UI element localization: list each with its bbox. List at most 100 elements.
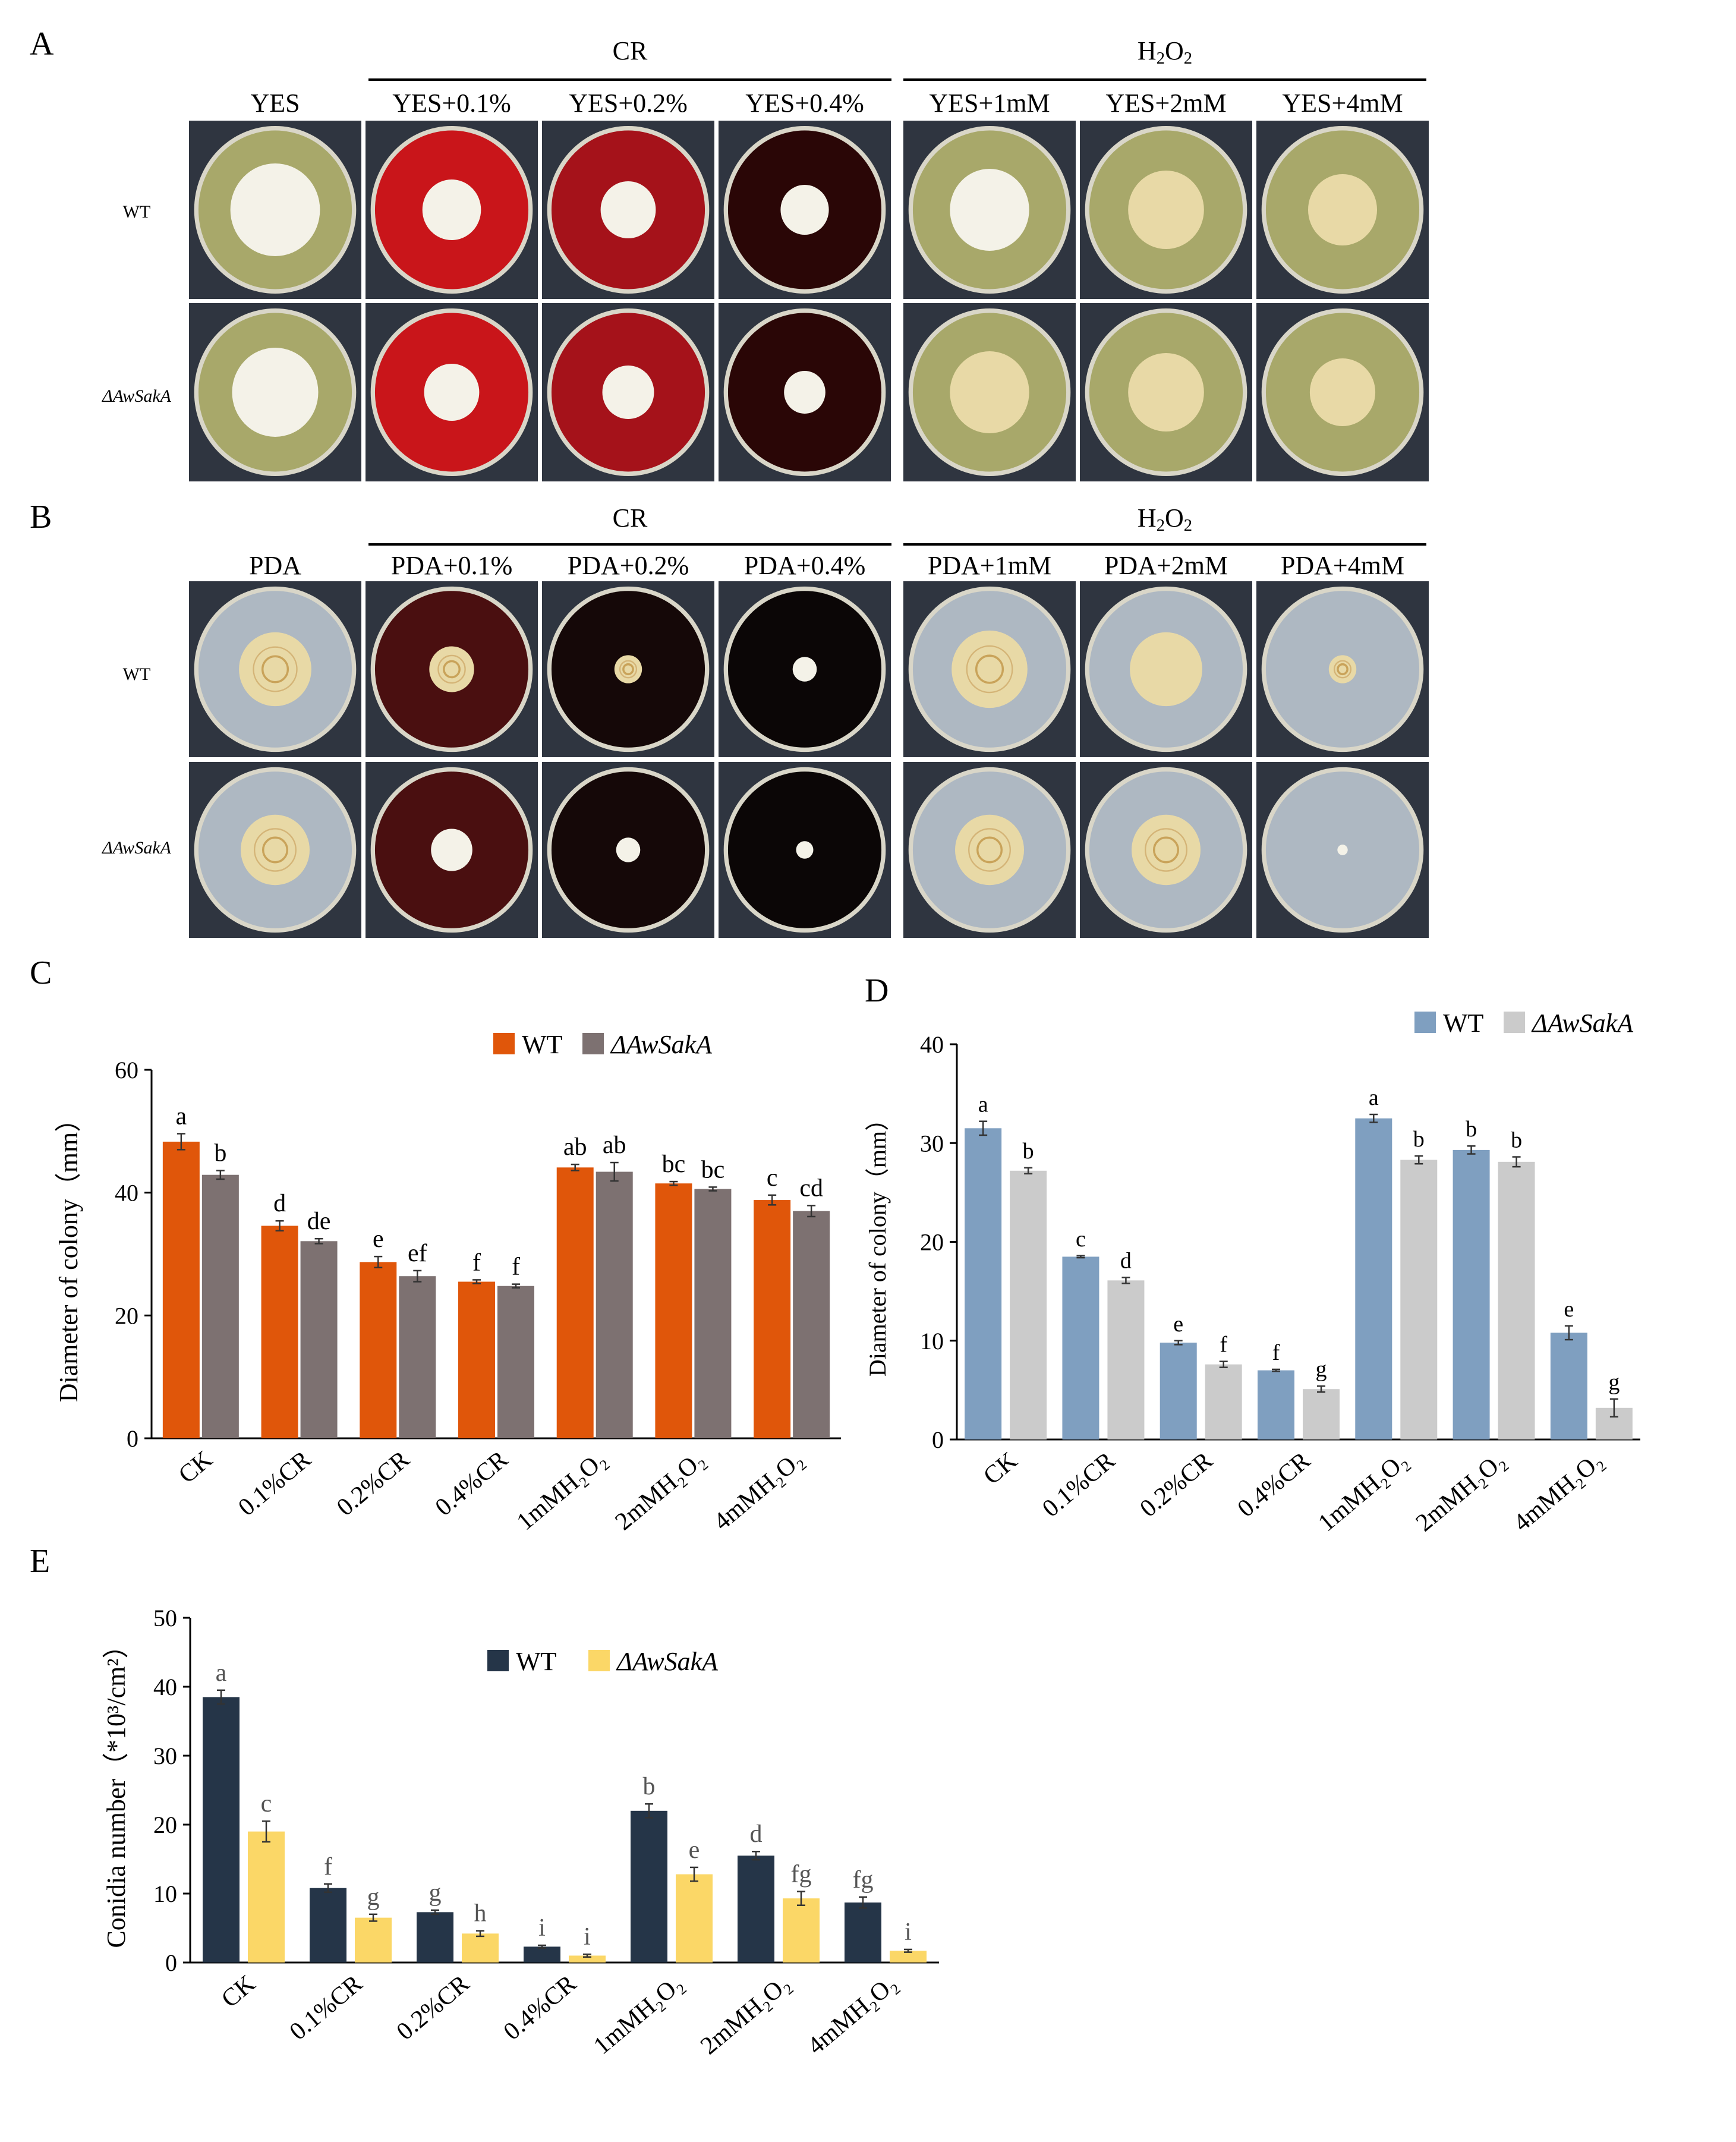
x-tick-label-0: CK (216, 1970, 260, 2013)
x-tick-label-6: 4mMH₂O₂ (802, 1970, 902, 2060)
panel-b-plate-r0-c1 (366, 581, 538, 757)
bar-s1-c0 (248, 1831, 285, 1963)
bar-s0-c4 (631, 1810, 667, 1963)
panel-a-group-cr-line (368, 78, 891, 81)
sig-letter-s1-c4: ab (603, 1132, 626, 1159)
legend-swatch-1 (1504, 1012, 1525, 1033)
y-tick-label-0: 0 (127, 1425, 138, 1452)
sig-letter-s1-c0: b (214, 1139, 226, 1167)
bar-s0-c5 (738, 1856, 774, 1963)
panel-a-group-cr-label: CR (612, 36, 648, 65)
panel-a-col-label-6: YES+4mM (1282, 89, 1403, 118)
sig-letter-s1-c0: b (1023, 1139, 1034, 1164)
legend-swatch-0 (1414, 1012, 1436, 1033)
sig-letter-s1-c5: bc (701, 1156, 725, 1183)
chart-d: 0 10 20 30 40 Diameter of colony（mm） a b CK c d 0.1… (864, 1009, 1640, 1537)
x-tick-label-1: 0.1%CR (285, 1970, 368, 2045)
panel-a-plate-r1-c5 (1080, 303, 1252, 481)
bar-s0-c1 (1062, 1256, 1099, 1439)
bar-s1-c2 (462, 1933, 499, 1963)
legend-label-1: ΔAwSakA (1531, 1009, 1634, 1038)
panel-b-plate-r0-c0 (189, 581, 361, 757)
x-tick-label-5: 2mMH₂O₂ (610, 1445, 710, 1536)
sig-letter-s1-c3: g (1316, 1357, 1327, 1382)
bar-s1-c4 (596, 1171, 633, 1438)
sig-letter-s0-c4: ab (563, 1133, 587, 1161)
bar-s1-c2 (399, 1276, 436, 1438)
panel-b-letter: B (30, 499, 52, 536)
legend-swatch-1 (582, 1033, 604, 1054)
bar-s1-c2 (1205, 1364, 1242, 1439)
sig-letter-s0-c4: b (643, 1773, 656, 1800)
sig-letter-s0-c1: f (324, 1853, 332, 1880)
bar-s0-c1 (310, 1888, 346, 1963)
chart-e: 0 10 20 30 40 50 Conidia number（*10³/cm²） a c CK f… (102, 1605, 939, 2060)
y-tick-label-5: 50 (153, 1605, 177, 1631)
bar-s0-c5 (1453, 1149, 1490, 1439)
legend-label-0: WT (516, 1647, 557, 1676)
panel-c-letter: C (30, 955, 52, 991)
sig-letter-s0-c1: c (1076, 1227, 1086, 1252)
bar-s0-c2 (417, 1912, 453, 1963)
x-tick-label-5: 2mMH₂O₂ (1411, 1447, 1511, 1537)
panel-a-plate-r0-c0 (189, 121, 361, 299)
sig-letter-s1-c6: i (905, 1919, 912, 1946)
bar-s0-c4 (556, 1167, 594, 1438)
panel-b-col-label-6: PDA+4mM (1280, 551, 1405, 580)
sig-letter-s0-c2: g (429, 1879, 442, 1907)
y-tick-label-2: 20 (153, 1812, 177, 1838)
panel-b-plate-r0-c2 (542, 581, 714, 757)
panel-b-row-label-wt: WT (122, 664, 151, 684)
x-tick-label-3: 0.4%CR (430, 1445, 513, 1521)
bar-s1-c0 (201, 1174, 239, 1438)
sig-letter-s0-c0: a (978, 1092, 988, 1117)
y-tick-label-3: 60 (115, 1057, 138, 1083)
x-tick-label-5: 2mMH₂O₂ (695, 1970, 795, 2060)
bar-s1-c1 (1107, 1280, 1145, 1439)
sig-letter-s0-c3: f (1272, 1340, 1280, 1365)
sig-letter-s1-c2: h (474, 1900, 487, 1927)
sig-letter-s1-c6: cd (799, 1174, 823, 1202)
x-tick-label-1: 0.1%CR (233, 1445, 316, 1521)
panel-a-plate-r0-c6 (1256, 121, 1429, 299)
panel-b-row-label-mutant: ΔAwSakA (102, 838, 171, 858)
bar-s0-c3 (524, 1946, 560, 1963)
sig-letter-s0-c5: d (750, 1820, 763, 1848)
sig-letter-s0-c1: d (273, 1190, 286, 1217)
panel-a-plate-r1-c0 (189, 303, 361, 481)
bar-s1-c3 (569, 1955, 606, 1963)
panel-b-plate-r0-c6 (1256, 581, 1429, 757)
bar-s0-c2 (360, 1262, 397, 1438)
x-tick-label-6: 4mMH₂O₂ (708, 1445, 808, 1536)
sig-letter-s0-c6: c (767, 1164, 778, 1192)
x-tick-label-6: 4mMH₂O₂ (1508, 1447, 1608, 1537)
sig-letter-s1-c1: de (307, 1208, 331, 1235)
x-tick-label-2: 0.2%CR (332, 1445, 415, 1521)
y-axis-label: Diameter of colony（mm） (54, 1106, 83, 1403)
bar-s1-c0 (1010, 1170, 1047, 1439)
panel-b-group-cr-label: CR (612, 503, 648, 533)
panel-a-plate-r0-c5 (1080, 121, 1252, 299)
panel-b-col-label-2: PDA+0.2% (567, 551, 689, 580)
sig-letter-s0-c5: bc (662, 1151, 686, 1178)
bar-s1-c5 (694, 1189, 732, 1438)
bar-s0-c0 (203, 1697, 240, 1963)
bar-s0-c3 (458, 1281, 495, 1438)
bar-s1-c5 (783, 1898, 820, 1963)
legend-swatch-0 (493, 1033, 515, 1054)
panel-a-plate-r1-c4 (903, 303, 1076, 481)
bar-s0-c6 (754, 1200, 791, 1438)
sig-letter-s0-c3: f (472, 1249, 481, 1276)
legend-label-0: WT (1443, 1009, 1484, 1038)
bar-s1-c1 (355, 1917, 392, 1963)
x-tick-label-0: CK (174, 1445, 218, 1489)
panel-a-col-label-0: YES (250, 89, 300, 118)
y-tick-label-1: 10 (153, 1880, 177, 1907)
y-tick-label-1: 20 (115, 1302, 138, 1329)
y-tick-label-0: 0 (165, 1949, 177, 1976)
panel-b-col-label-4: PDA+1mM (927, 551, 1052, 580)
sig-letter-s0-c6: fg (853, 1866, 874, 1894)
y-axis-label: Conidia number（*10³/cm²） (102, 1632, 131, 1948)
panel-b-col-label-3: PDA+0.4% (743, 551, 866, 580)
panel-a-plate-r0-c3 (719, 121, 891, 299)
